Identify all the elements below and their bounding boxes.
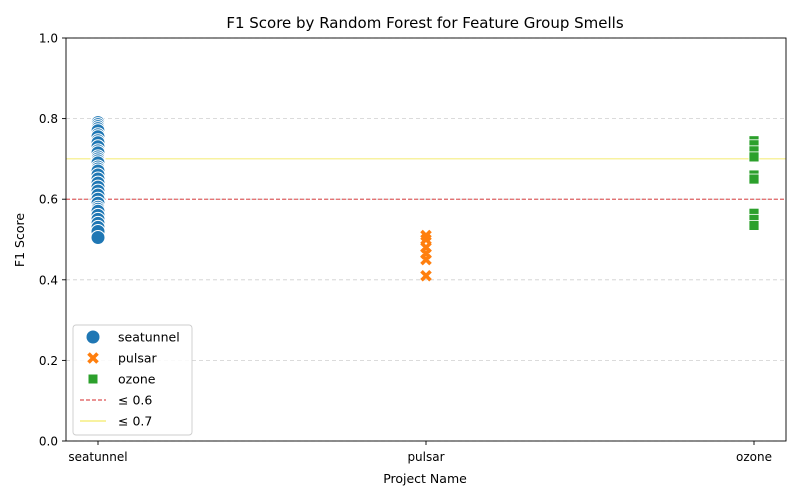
axes: 0.0 0.2 0.4 0.6 0.8 1.0 seatunnel pulsar ozone bbox=[39, 32, 787, 464]
legend-marker bbox=[86, 330, 100, 344]
legend-label: ≤ 0.6 bbox=[118, 393, 152, 408]
y-tick-label: 0.0 bbox=[39, 435, 58, 449]
y-tick-label: 0.6 bbox=[39, 193, 58, 207]
data-point bbox=[748, 151, 760, 163]
y-tick-label: 0.2 bbox=[39, 354, 58, 368]
legend-entry: seatunnel bbox=[86, 330, 180, 345]
legend-entry: ozone bbox=[88, 372, 156, 387]
data-point bbox=[90, 229, 106, 245]
legend-label: seatunnel bbox=[118, 330, 180, 345]
marker-stroke bbox=[420, 269, 432, 282]
legend-entry: ≤ 0.7 bbox=[80, 414, 152, 429]
marker-stroke bbox=[420, 253, 432, 266]
data-point bbox=[748, 173, 760, 185]
legend-marker bbox=[88, 374, 98, 384]
chart-title: F1 Score by Random Forest for Feature Gr… bbox=[226, 14, 624, 32]
y-tick-label: 0.8 bbox=[39, 112, 58, 126]
data-points bbox=[90, 115, 760, 282]
legend-entry: ≤ 0.6 bbox=[80, 393, 152, 408]
x-axis-label: Project Name bbox=[383, 471, 467, 486]
legend-label: ozone bbox=[118, 372, 156, 387]
data-point bbox=[420, 253, 432, 266]
reference-lines bbox=[66, 158, 786, 200]
legend-box bbox=[72, 324, 193, 436]
x-tick-label: seatunnel bbox=[68, 450, 127, 464]
y-tick-label: 0.4 bbox=[39, 273, 58, 287]
legend-entry: pulsar bbox=[87, 351, 158, 366]
legend: seatunnel pulsar ozone ≤ 0.6 ≤ 0.7 bbox=[72, 324, 193, 436]
x-tick-label: pulsar bbox=[407, 450, 444, 464]
legend-label: pulsar bbox=[118, 351, 158, 366]
data-point bbox=[748, 219, 760, 231]
legend-marker bbox=[87, 352, 99, 364]
y-tick-label: 1.0 bbox=[39, 32, 58, 46]
x-tick-label: ozone bbox=[736, 450, 772, 464]
y-axis-label: F1 Score bbox=[12, 213, 27, 267]
legend-label: ≤ 0.7 bbox=[118, 414, 152, 429]
data-point bbox=[420, 269, 432, 282]
